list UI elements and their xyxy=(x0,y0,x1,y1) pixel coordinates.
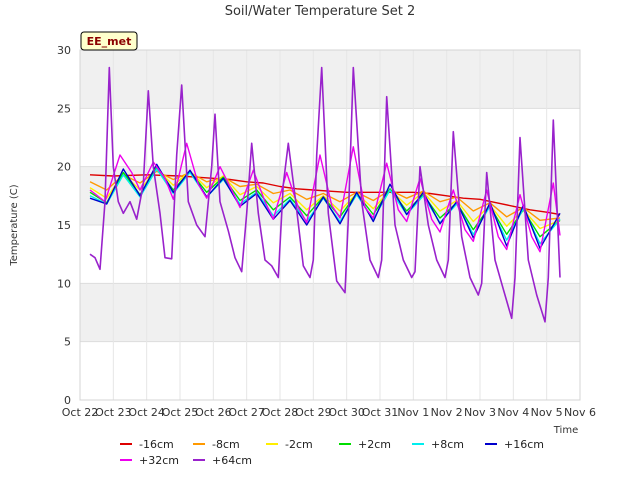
y-tick-label: 15 xyxy=(57,219,71,232)
legend-label: +8cm xyxy=(431,438,464,451)
y-axis-title: Temperature (C) xyxy=(9,184,20,266)
y-tick-label: 0 xyxy=(64,394,71,407)
chart-title: Soil/Water Temperature Set 2 xyxy=(225,4,416,19)
legend-item: -16cm xyxy=(120,438,174,451)
legend-label: +32cm xyxy=(139,454,179,467)
legend-label: -16cm xyxy=(139,438,174,451)
background-bands xyxy=(80,50,580,400)
x-tick-label: Oct 29 xyxy=(295,406,332,419)
background-band xyxy=(80,225,580,284)
series-line-16cm xyxy=(89,163,561,250)
x-tick-label: Oct 26 xyxy=(195,406,232,419)
legend-label: +16cm xyxy=(504,438,544,451)
station-label: EE_met xyxy=(87,35,132,48)
x-tick-label: Nov 4 xyxy=(497,406,529,419)
x-tick-label: Oct 25 xyxy=(162,406,199,419)
series-lines xyxy=(89,66,561,323)
legend-item: +16cm xyxy=(485,438,544,451)
x-tick-label: Nov 5 xyxy=(531,406,563,419)
station-label-box: EE_met xyxy=(80,31,138,51)
x-tick-label: Oct 28 xyxy=(262,406,299,419)
legend-item: +8cm xyxy=(412,438,464,451)
x-tick-label: Nov 6 xyxy=(564,406,596,419)
series-line-2cm xyxy=(89,168,561,230)
legend-label: +64cm xyxy=(212,454,252,467)
background-band xyxy=(80,108,580,167)
y-tick-label: 25 xyxy=(57,102,71,115)
x-tick-label: Nov 1 xyxy=(397,406,429,419)
series-line-8cm xyxy=(89,170,561,222)
plot-frame xyxy=(79,49,581,401)
background-band xyxy=(80,283,580,342)
background-band xyxy=(80,341,580,400)
x-axis-title: Time xyxy=(553,425,578,436)
x-tick-label: Oct 31 xyxy=(362,406,399,419)
legend-item: +64cm xyxy=(193,454,252,467)
x-tick-label: Oct 23 xyxy=(95,406,132,419)
x-tick-label: Oct 24 xyxy=(128,406,165,419)
legend-label: -8cm xyxy=(212,438,240,451)
x-tick-label: Oct 30 xyxy=(328,406,365,419)
x-tick-label: Oct 22 xyxy=(62,406,99,419)
x-tick-label: Nov 2 xyxy=(431,406,463,419)
x-tick-label: Nov 3 xyxy=(464,406,496,419)
legend-label: +2cm xyxy=(358,438,391,451)
x-tick-label: Oct 27 xyxy=(228,406,265,419)
y-tick-label: 30 xyxy=(57,44,71,57)
series-line-64cm xyxy=(89,66,561,323)
legend-label: -2cm xyxy=(285,438,313,451)
background-band xyxy=(80,50,580,109)
legend-item: +2cm xyxy=(339,438,391,451)
y-tick-label: 10 xyxy=(57,277,71,290)
y-tick-label: 20 xyxy=(57,161,71,174)
legend-item: -8cm xyxy=(193,438,240,451)
series-line-16cm xyxy=(89,174,561,216)
y-tick-label: 5 xyxy=(64,336,71,349)
station-label-background xyxy=(80,31,138,51)
legend-item: -2cm xyxy=(266,438,313,451)
legend: -16cm -8cm -2cm +2cm +8cm +16cm +32cm +64cm xyxy=(120,438,544,467)
legend-item: +32cm xyxy=(120,454,179,467)
y-tick-labels: 0 5 10 15 20 25 30 xyxy=(57,44,71,407)
